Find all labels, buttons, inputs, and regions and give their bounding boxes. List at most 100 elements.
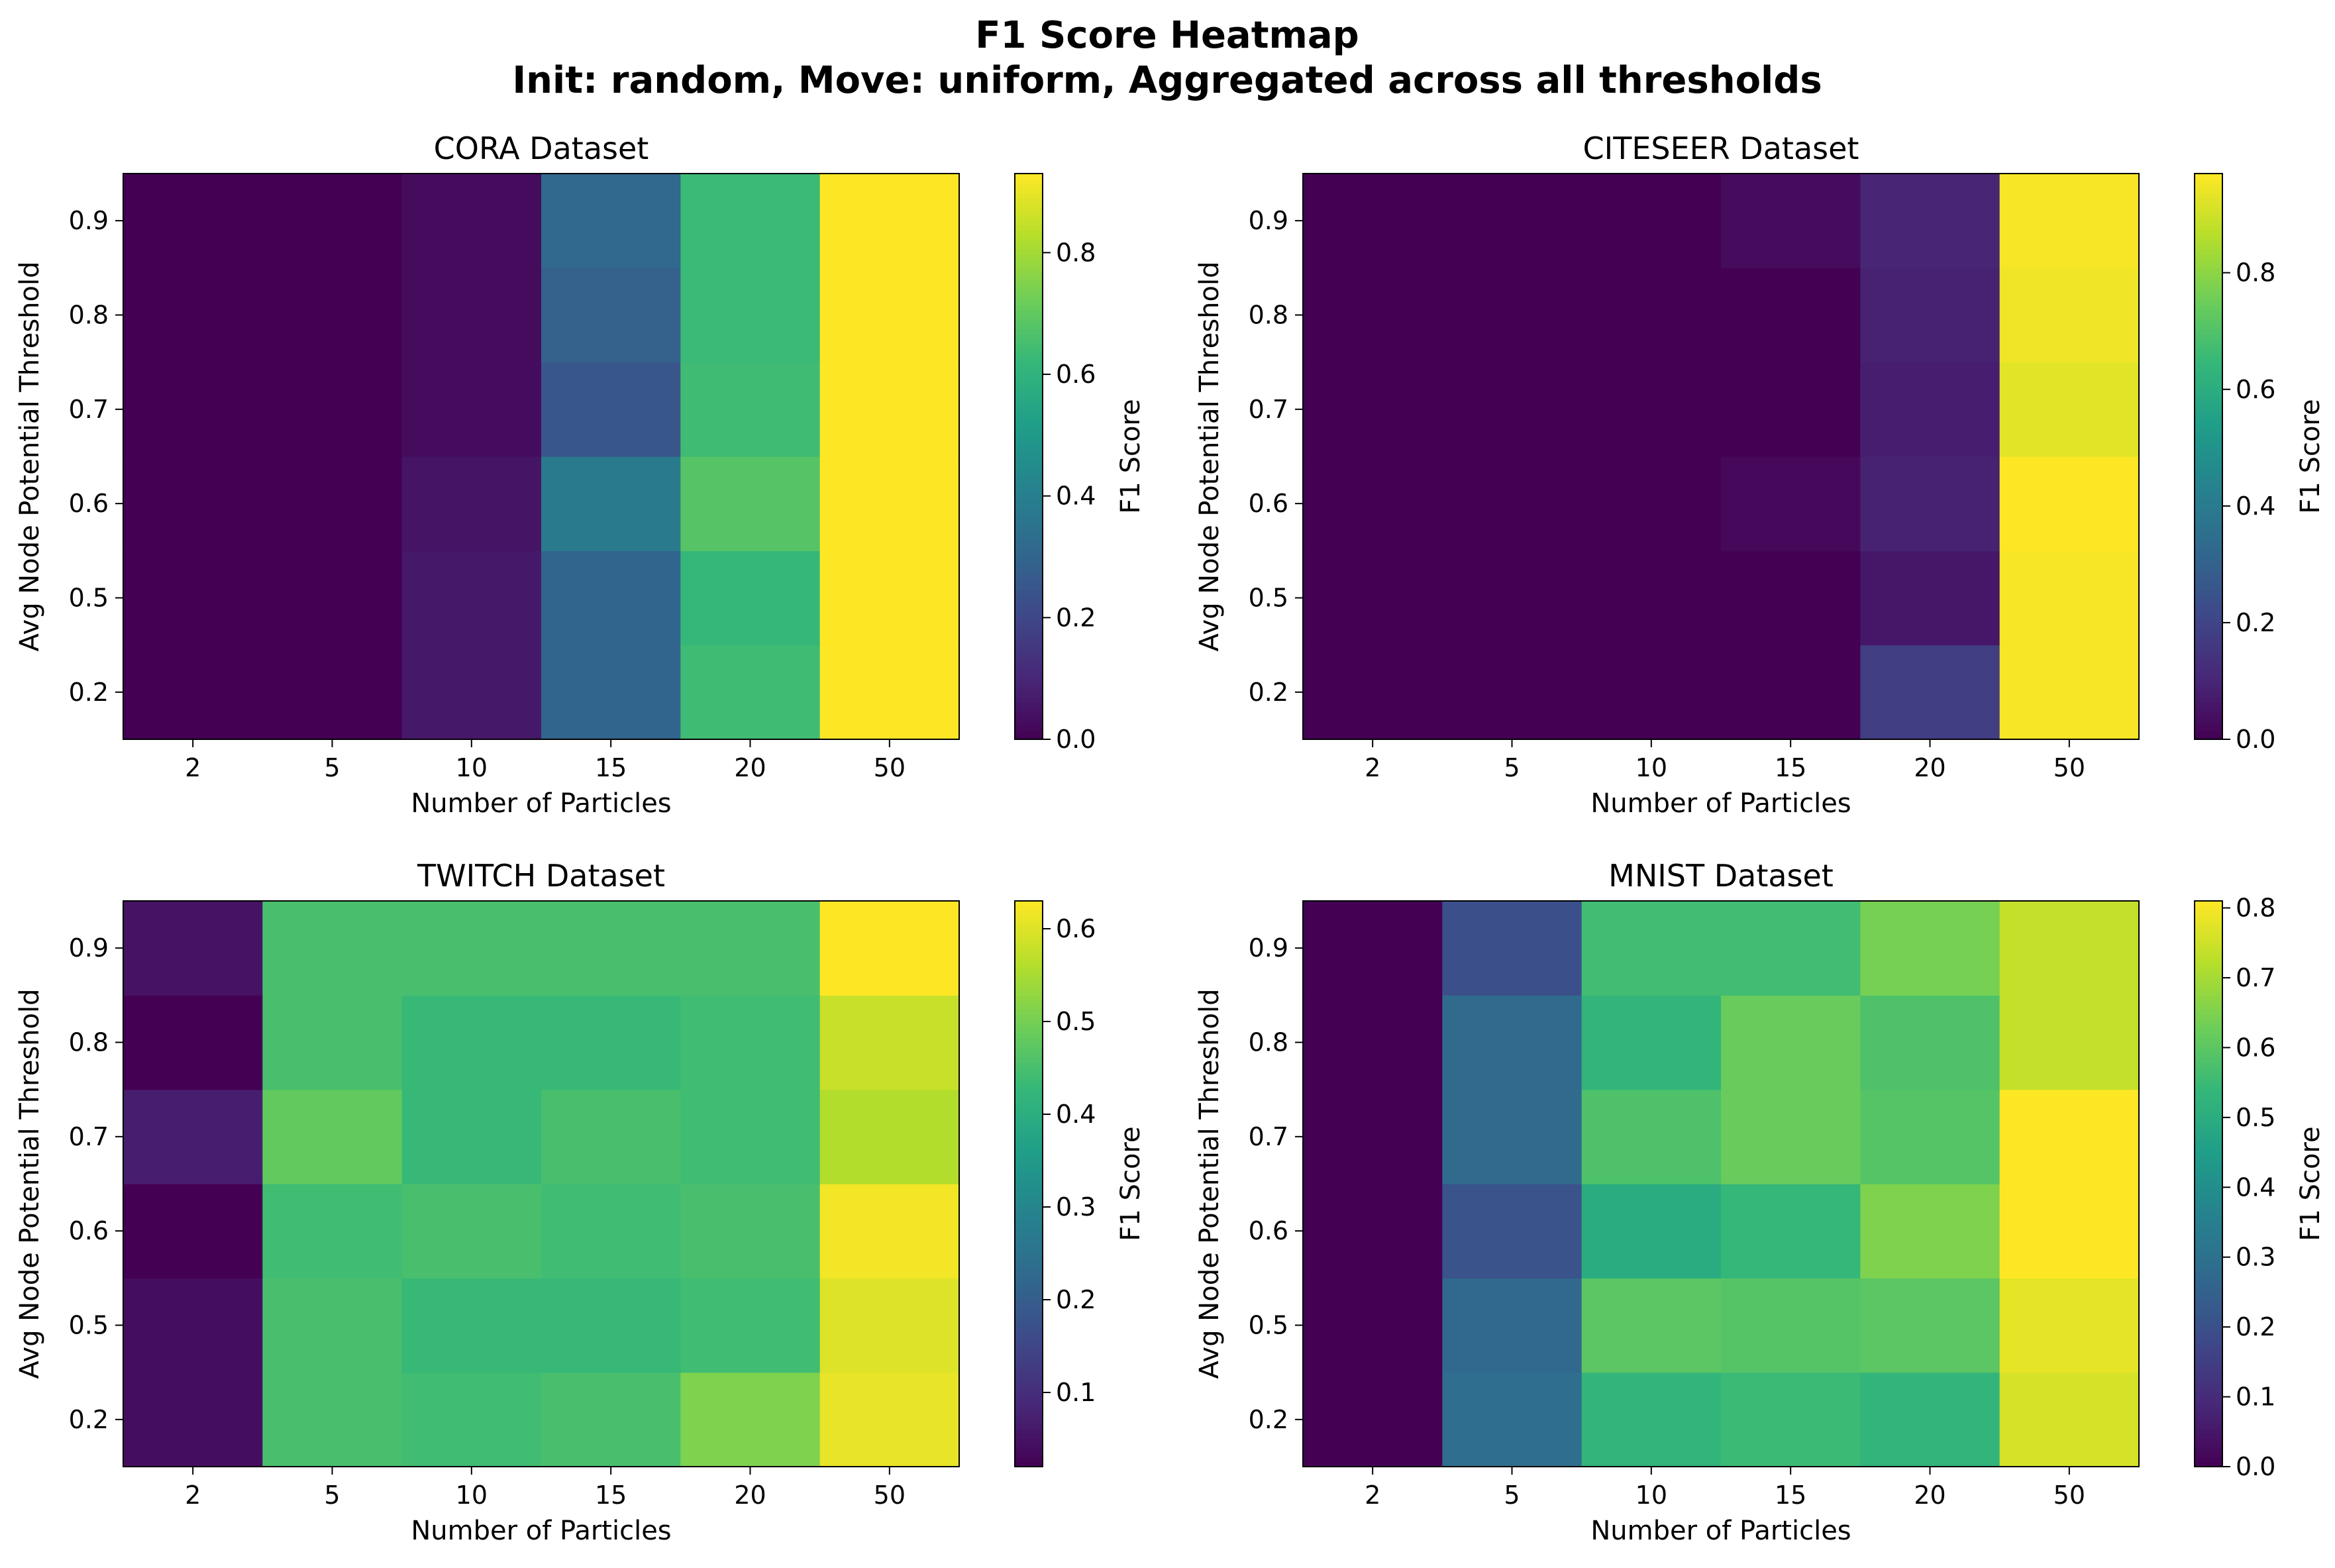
colorbar-segment xyxy=(1015,239,1043,245)
heatmap-cell xyxy=(1721,645,1861,740)
colorbar-segment xyxy=(1015,201,1043,207)
heatmap-cell xyxy=(1721,268,1861,363)
colorbar-segment xyxy=(1015,1155,1043,1161)
colorbar-segment xyxy=(2195,734,2222,740)
colorbar-segment xyxy=(2195,967,2222,972)
colorbar-segment xyxy=(2195,550,2222,556)
colorbar-segment xyxy=(2195,1353,2222,1359)
heatmap-cell xyxy=(401,362,542,457)
colorbar-segment xyxy=(1015,1434,1043,1439)
x-tick-label: 15 xyxy=(595,753,627,782)
colorbar-segment xyxy=(2195,678,2222,684)
colorbar-segment xyxy=(2195,1071,2222,1076)
heatmap-cell xyxy=(1581,901,1722,996)
colorbar-tick-label: 0.5 xyxy=(2236,1103,2275,1132)
colorbar-segment xyxy=(1015,1240,1043,1246)
colorbar-segment xyxy=(2195,1245,2222,1251)
colorbar-segment xyxy=(2195,1249,2222,1255)
colorbar-segment xyxy=(2195,508,2222,514)
colorbar-segment xyxy=(2195,1381,2222,1387)
colorbar-segment xyxy=(1015,286,1043,292)
colorbar-segment xyxy=(1015,1018,1043,1024)
heatmap-cell xyxy=(819,1372,960,1467)
colorbar-segment xyxy=(2195,990,2222,996)
colorbar-segment xyxy=(2195,433,2222,439)
colorbar-segment xyxy=(2195,682,2222,688)
colorbar-segment xyxy=(1015,461,1043,467)
heatmap-cell xyxy=(1303,268,1443,363)
x-axis-label: Number of Particles xyxy=(411,788,671,819)
colorbar-segment xyxy=(1015,1188,1043,1194)
colorbar-segment xyxy=(2195,216,2222,221)
heatmap-cell xyxy=(123,901,263,996)
heatmap-cell xyxy=(819,550,960,646)
heatmap-cell xyxy=(1303,995,1443,1090)
colorbar-segment xyxy=(1015,1254,1043,1260)
y-tick-label: 0.9 xyxy=(1249,933,1288,963)
heatmap-cell xyxy=(1860,174,2000,268)
colorbar-segment xyxy=(1015,1269,1043,1275)
colorbar-segment xyxy=(2195,715,2222,721)
colorbar-segment xyxy=(1015,386,1043,392)
colorbar-segment xyxy=(1015,906,1043,912)
heatmap-cell xyxy=(1442,550,1583,646)
colorbar-segment xyxy=(1015,446,1043,452)
colorbar-frame xyxy=(1014,900,1043,1467)
colorbar-segment xyxy=(1015,1358,1043,1364)
heatmap-cell xyxy=(1999,1089,2140,1184)
colorbar-tick-label: 0.2 xyxy=(2236,1312,2275,1341)
colorbar-segment xyxy=(1015,517,1043,523)
colorbar-segment xyxy=(2195,296,2222,301)
colorbar-segment xyxy=(2195,381,2222,387)
colorbar-segment xyxy=(2195,1301,2222,1307)
heatmap-cell xyxy=(1860,645,2000,740)
colorbar-segment xyxy=(2195,919,2222,925)
colorbar-segment xyxy=(2195,437,2222,443)
colorbar-segment xyxy=(2195,564,2222,570)
colorbar-segment xyxy=(2195,1193,2222,1199)
colorbar-segment xyxy=(2195,466,2222,472)
heatmap-cell xyxy=(1581,174,1722,268)
x-tick-label: 15 xyxy=(1775,753,1806,782)
x-tick-label: 5 xyxy=(324,753,340,782)
colorbar-segment xyxy=(1015,348,1043,354)
y-tick-label: 0.6 xyxy=(1249,1216,1288,1245)
colorbar-segment xyxy=(2195,645,2222,651)
colorbar-segment xyxy=(1015,678,1043,684)
heatmap-cell xyxy=(123,1372,263,1467)
colorbar-segment xyxy=(1015,508,1043,514)
heatmap-cell xyxy=(1581,645,1722,740)
heatmap-cell xyxy=(819,1089,960,1184)
colorbar-segment xyxy=(1015,230,1043,236)
colorbar-segment xyxy=(2195,1066,2222,1071)
colorbar-segment xyxy=(1015,702,1043,707)
heatmap-cell xyxy=(1442,1372,1583,1467)
colorbar-segment xyxy=(1015,1325,1043,1331)
colorbar-segment xyxy=(2195,664,2222,670)
colorbar-segment xyxy=(1015,1042,1043,1048)
colorbar-segment xyxy=(2195,248,2222,254)
heatmap-cell xyxy=(1721,1184,1861,1279)
colorbar-segment xyxy=(1015,451,1043,457)
heatmap-cell xyxy=(1442,645,1583,740)
colorbar-segment xyxy=(1015,1174,1043,1180)
colorbar-segment xyxy=(2195,971,2222,977)
heatmap-cell xyxy=(401,174,542,268)
colorbar-segment xyxy=(1015,216,1043,221)
heatmap-cell xyxy=(680,1089,821,1184)
colorbar-segment xyxy=(1015,499,1043,504)
heatmap-cell xyxy=(1860,1184,2000,1279)
x-tick-label: 50 xyxy=(874,1481,906,1510)
colorbar-segment xyxy=(1015,1056,1043,1062)
colorbar-segment xyxy=(2195,376,2222,382)
colorbar-segment xyxy=(2195,211,2222,217)
heatmap-cell xyxy=(123,268,263,363)
colorbar-segment xyxy=(1015,1221,1043,1227)
heatmap-cell xyxy=(123,550,263,646)
colorbar-segment xyxy=(1015,682,1043,688)
colorbar-segment xyxy=(2195,1235,2222,1241)
colorbar-segment xyxy=(2195,1165,2222,1171)
colorbar-segment xyxy=(2195,428,2222,434)
heatmap-cell xyxy=(1721,362,1861,457)
